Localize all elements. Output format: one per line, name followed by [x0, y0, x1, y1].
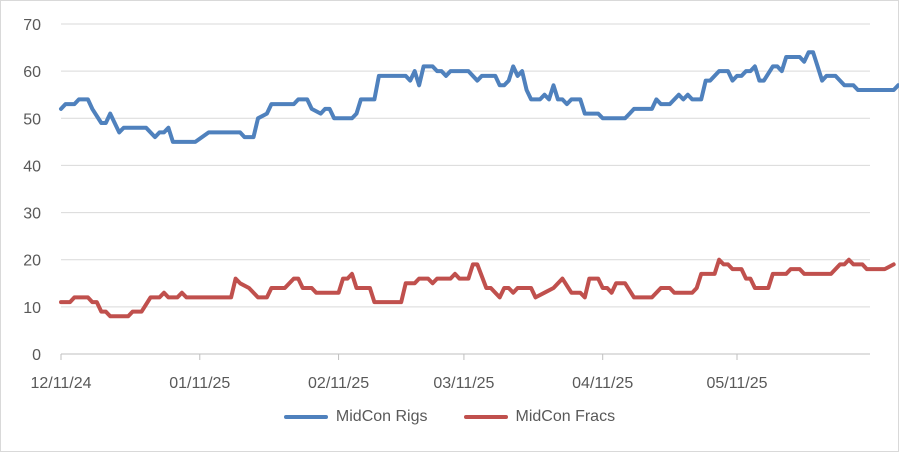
x-tick-label: 12/11/24 [30, 375, 91, 392]
y-axis-ticks: 0 10 20 30 40 50 60 70 [23, 17, 41, 364]
y-tick-label: 40 [23, 158, 41, 175]
x-tick-label: 03/11/25 [433, 375, 494, 392]
x-tick-label: 04/11/25 [572, 375, 633, 392]
gridlines [61, 23, 870, 308]
y-tick-label: 30 [23, 206, 41, 223]
y-tick-label: 70 [23, 17, 41, 34]
legend-label-rigs: MidCon Rigs [335, 408, 428, 425]
x-tick-label: 02/11/25 [308, 375, 369, 392]
x-tick-label: 01/11/25 [169, 375, 230, 392]
y-tick-label: 10 [23, 300, 41, 317]
y-tick-label: 50 [23, 111, 41, 128]
series-lines [59, 50, 899, 319]
legend-swatch-fracs [463, 415, 508, 419]
legend-item-fracs: MidCon Fracs [463, 408, 616, 426]
x-axis: 12/11/24 01/11/25 02/11/25 03/11/25 04/11/25… [30, 353, 870, 392]
y-tick-label: 20 [23, 253, 41, 270]
x-tick-label: 05/11/25 [706, 375, 767, 392]
legend-swatch-rigs [283, 415, 328, 419]
series-line-midcon-fracs [59, 257, 896, 319]
legend: MidCon Rigs MidCon Fracs [0, 408, 899, 426]
y-tick-label: 60 [23, 64, 41, 81]
legend-item-rigs: MidCon Rigs [283, 408, 428, 426]
y-tick-label: 0 [32, 347, 41, 364]
legend-label-fracs: MidCon Fracs [515, 408, 616, 425]
series-line-midcon-rigs [59, 50, 899, 144]
